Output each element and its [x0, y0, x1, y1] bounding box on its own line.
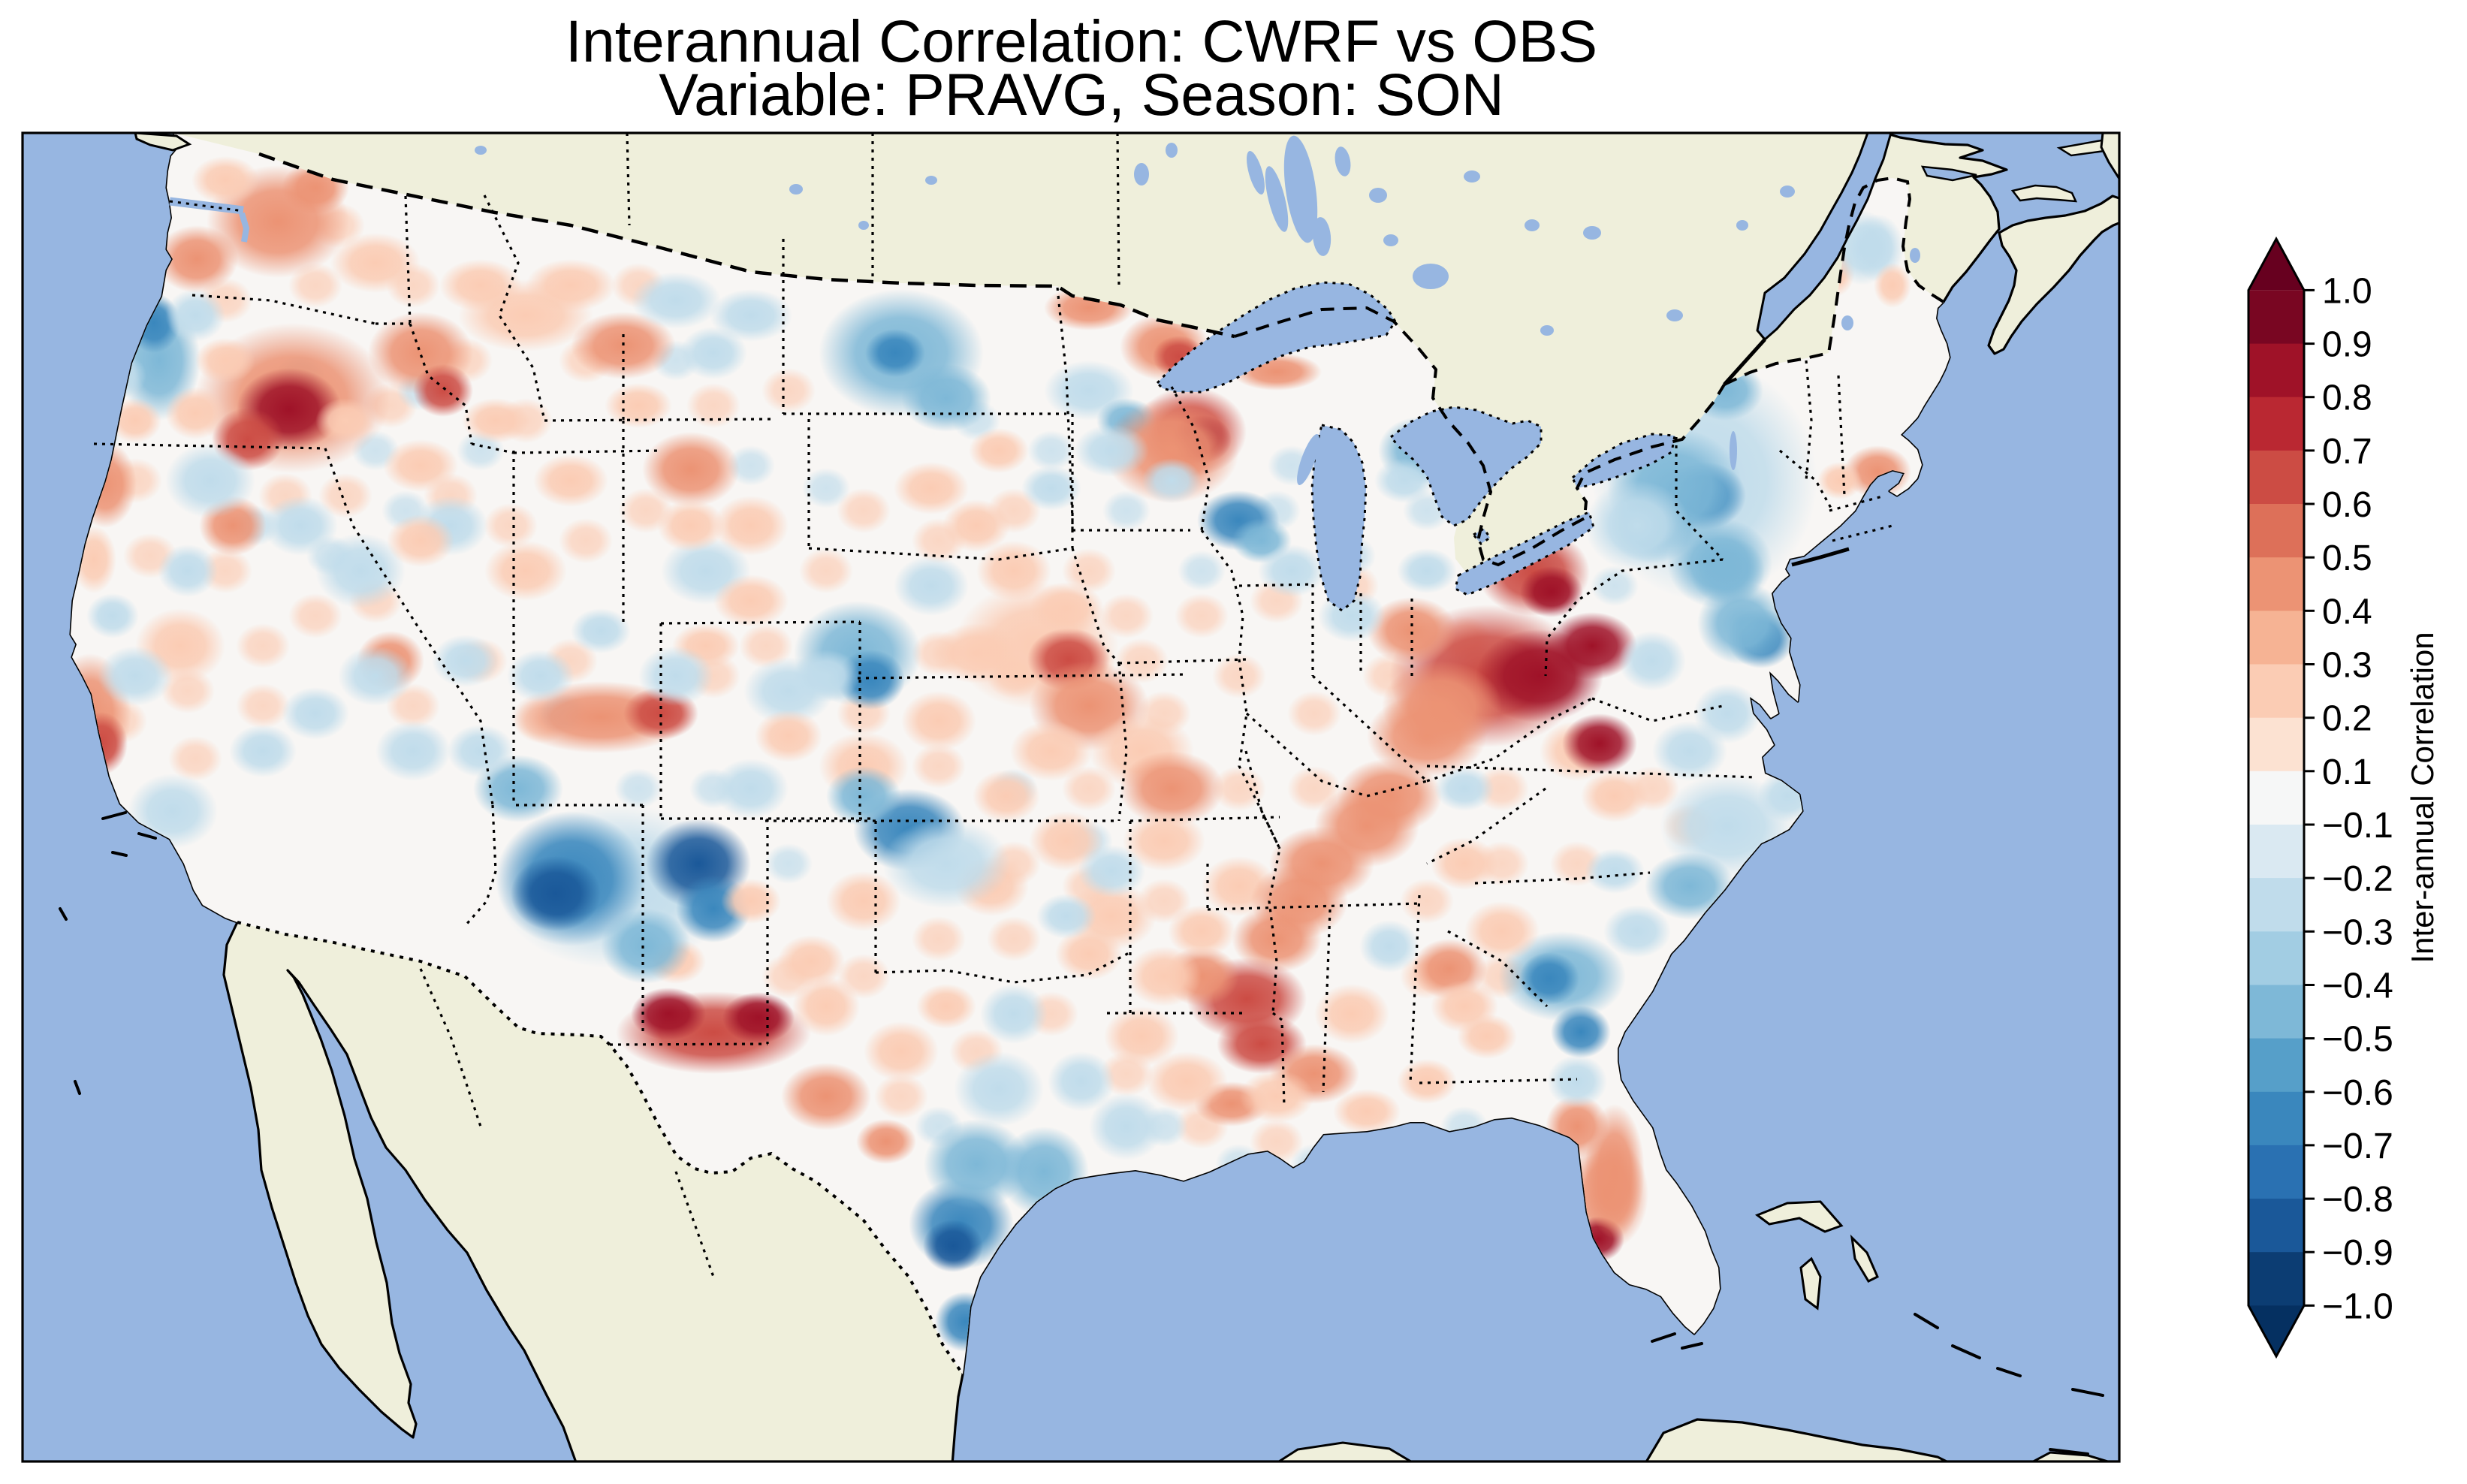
svg-text:−0.1: −0.1 [2322, 806, 2393, 846]
svg-text:0.3: 0.3 [2322, 646, 2372, 686]
svg-text:0.5: 0.5 [2322, 538, 2372, 578]
svg-text:Variable: PRAVG, Season: SON: Variable: PRAVG, Season: SON [659, 61, 1504, 128]
svg-text:Inter-annual Correlation: Inter-annual Correlation [2405, 632, 2440, 963]
svg-text:−1.0: −1.0 [2322, 1286, 2393, 1326]
svg-text:−0.2: −0.2 [2322, 859, 2393, 899]
svg-text:−0.7: −0.7 [2322, 1127, 2393, 1166]
svg-text:−0.6: −0.6 [2322, 1073, 2393, 1113]
svg-text:1.0: 1.0 [2322, 271, 2372, 311]
svg-text:0.6: 0.6 [2322, 485, 2372, 525]
svg-text:−0.3: −0.3 [2322, 912, 2393, 952]
svg-text:0.1: 0.1 [2322, 753, 2372, 792]
svg-text:−0.4: −0.4 [2322, 967, 2393, 1006]
svg-text:−0.5: −0.5 [2322, 1020, 2393, 1060]
svg-text:−0.8: −0.8 [2322, 1180, 2393, 1220]
svg-text:0.4: 0.4 [2322, 592, 2372, 632]
svg-text:0.7: 0.7 [2322, 432, 2372, 472]
svg-text:0.2: 0.2 [2322, 699, 2372, 739]
svg-text:−0.9: −0.9 [2322, 1233, 2393, 1273]
svg-text:Interannual Correlation: CWRF: Interannual Correlation: CWRF vs OBS [565, 8, 1597, 74]
svg-text:0.9: 0.9 [2322, 325, 2372, 365]
svg-text:0.8: 0.8 [2322, 379, 2372, 418]
